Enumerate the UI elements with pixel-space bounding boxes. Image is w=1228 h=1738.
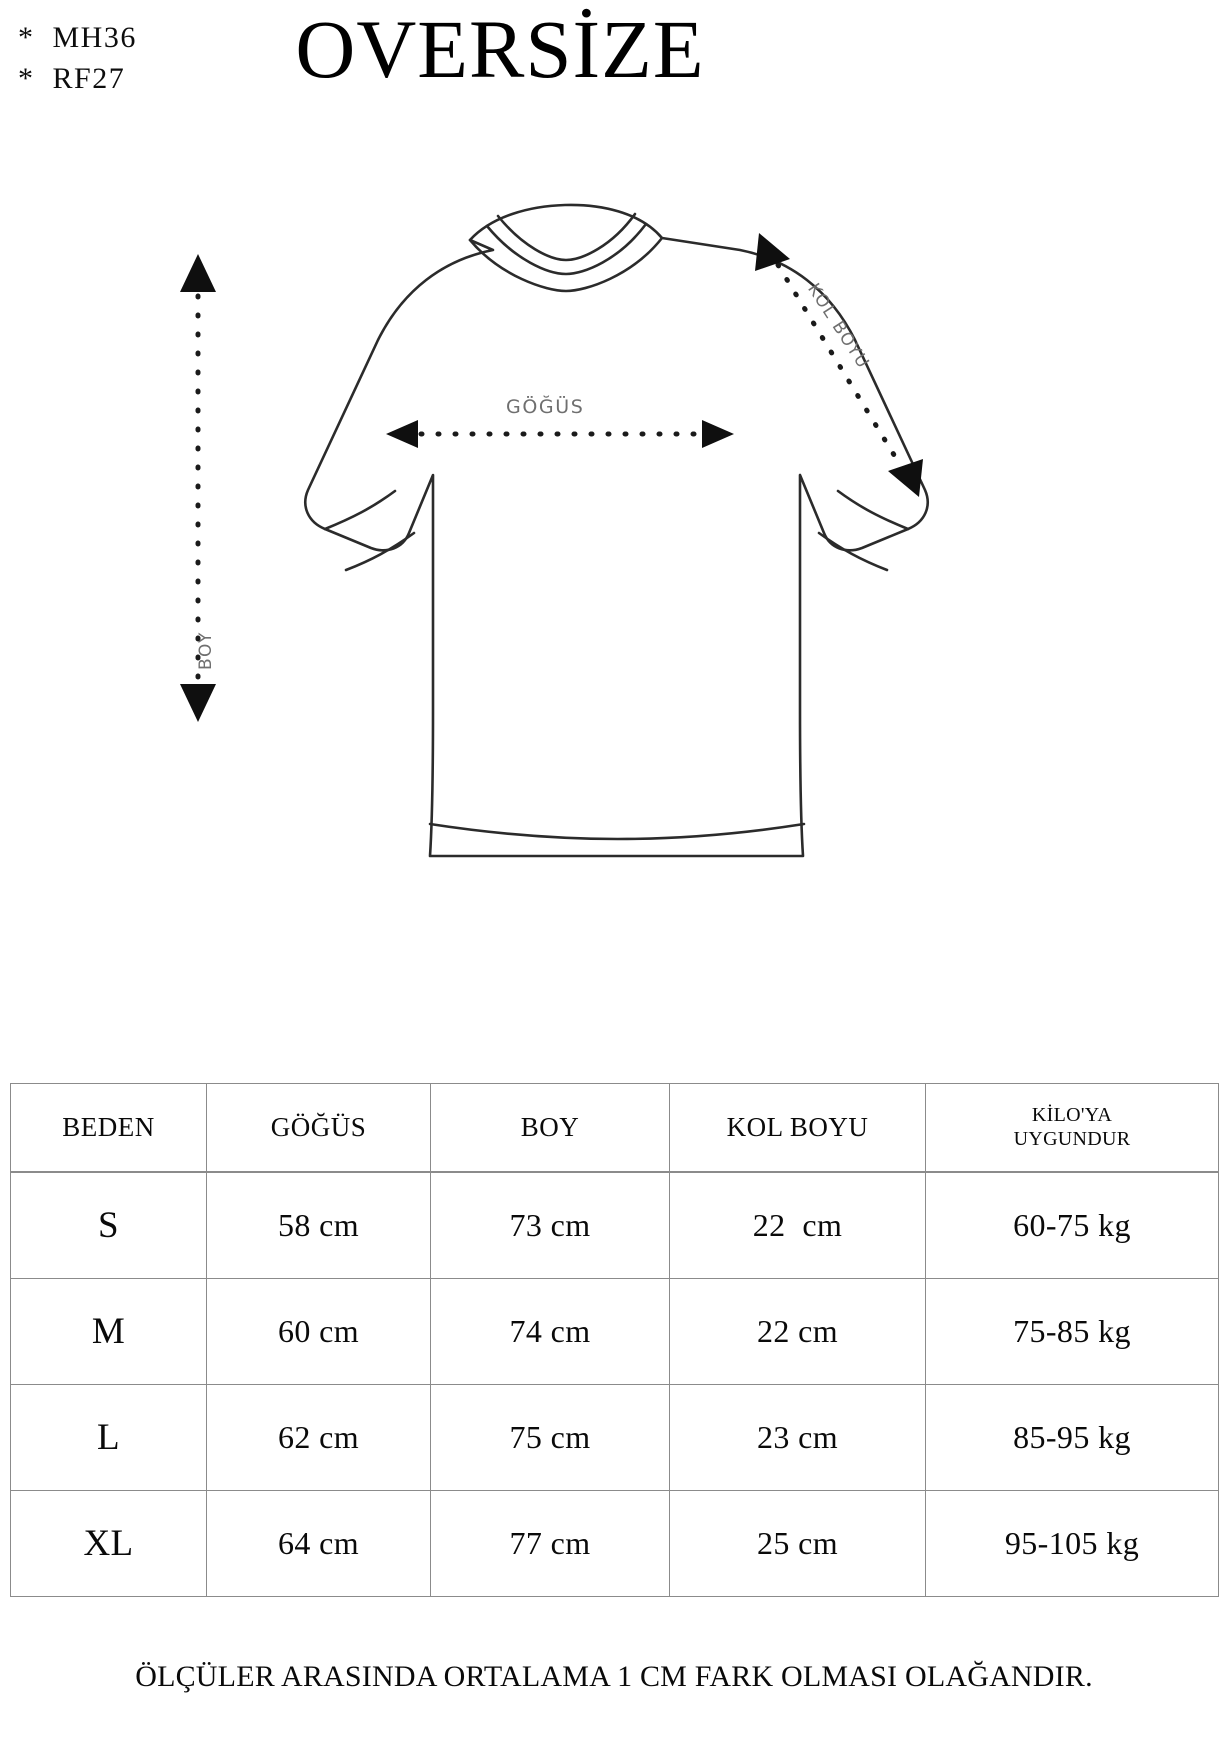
column-header-kilo-line2: UYGUNDUR [1013, 1127, 1131, 1150]
product-code-list: * MH36 * RF27 [18, 18, 137, 99]
cell-size: L [10, 1384, 207, 1491]
table-row: M 60 cm 74 cm 22 cm 75-85 kg [10, 1278, 1219, 1385]
cell-weight: 85-95 kg [925, 1384, 1219, 1491]
length-measure-arrow [180, 254, 216, 722]
cell-length: 73 cm [430, 1171, 670, 1279]
column-header-boy: BOY [430, 1083, 670, 1173]
cell-sleeve: 22 cm [669, 1171, 926, 1279]
chest-measure-arrow [386, 420, 734, 448]
size-chart-container: BEDEN GÖĞÜS BOY KOL BOYU KİLO'YA UYGUNDU… [10, 1083, 1219, 1597]
chest-measure-label: GÖĞÜS [506, 396, 585, 418]
tshirt-illustration [180, 203, 929, 858]
column-header-kolboyu: KOL BOYU [669, 1083, 926, 1173]
cell-size: M [10, 1278, 207, 1385]
column-header-gogus: GÖĞÜS [206, 1083, 431, 1173]
cell-length: 77 cm [430, 1490, 670, 1597]
table-row: L 62 cm 75 cm 23 cm 85-95 kg [10, 1384, 1219, 1491]
cell-length: 74 cm [430, 1278, 670, 1385]
cell-chest: 58 cm [206, 1171, 431, 1279]
table-header-row: BEDEN GÖĞÜS BOY KOL BOYU KİLO'YA UYGUNDU… [10, 1083, 1219, 1173]
cell-size: S [10, 1171, 207, 1279]
product-code-2: * RF27 [18, 61, 126, 95]
product-code-1: * MH36 [18, 21, 137, 54]
cell-weight: 75-85 kg [925, 1278, 1219, 1385]
measurement-tolerance-note: ÖLÇÜLER ARASINDA ORTALAMA 1 CM FARK OLMA… [135, 1660, 1093, 1693]
tshirt-diagram: GÖĞÜS BOY KOL BOYU [0, 150, 1228, 950]
column-header-beden: BEDEN [10, 1083, 207, 1173]
cell-size: XL [10, 1490, 207, 1597]
sleeve-measure-arrow [755, 233, 923, 497]
size-chart-table: BEDEN GÖĞÜS BOY KOL BOYU KİLO'YA UYGUNDU… [10, 1083, 1219, 1597]
cell-chest: 64 cm [206, 1490, 431, 1597]
cell-sleeve: 22 cm [669, 1278, 926, 1385]
length-measure-label: BOY [196, 631, 216, 670]
cell-weight: 60-75 kg [925, 1171, 1219, 1279]
table-row: S 58 cm 73 cm 22 cm 60-75 kg [10, 1171, 1219, 1279]
column-header-kilo-line1: KİLO'YA [1031, 1103, 1113, 1126]
cell-chest: 62 cm [206, 1384, 431, 1491]
column-header-kilo: KİLO'YA UYGUNDUR [925, 1083, 1219, 1173]
cell-weight: 95-105 kg [925, 1490, 1219, 1597]
cell-sleeve: 25 cm [669, 1490, 926, 1597]
page-title: OVERSİZE [295, 3, 705, 95]
table-row: XL 64 cm 77 cm 25 cm 95-105 kg [10, 1490, 1219, 1597]
cell-length: 75 cm [430, 1384, 670, 1491]
cell-sleeve: 23 cm [669, 1384, 926, 1491]
cell-chest: 60 cm [206, 1278, 431, 1385]
